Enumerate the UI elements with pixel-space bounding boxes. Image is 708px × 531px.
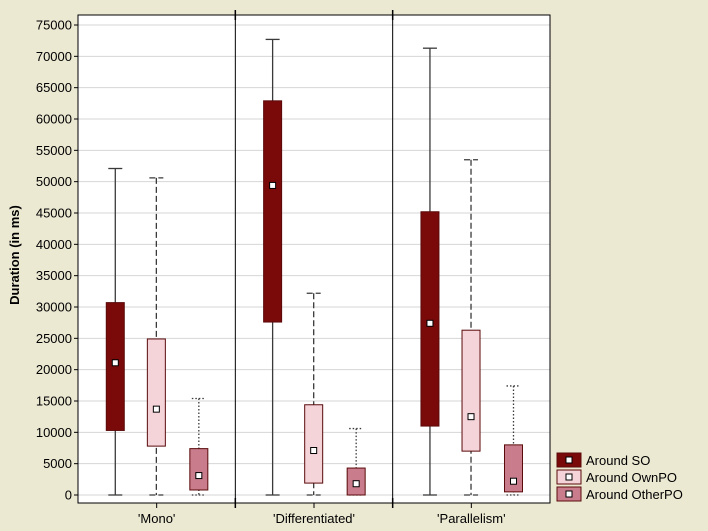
- box-body: [105, 302, 125, 431]
- y-axis-title: Duration (in ms): [7, 205, 22, 305]
- y-tick-label: 65000: [36, 80, 72, 95]
- box-body: [263, 100, 283, 323]
- box-body: [146, 338, 166, 447]
- median-marker: [269, 181, 277, 189]
- box-around-so: [420, 47, 440, 496]
- median-marker: [111, 359, 119, 367]
- median-marker: [509, 477, 517, 485]
- y-tick-label: 50000: [36, 174, 72, 189]
- y-tick-label: 30000: [36, 300, 72, 315]
- legend-label: Around OwnPO: [586, 470, 677, 485]
- box-body: [304, 404, 324, 484]
- y-tick-label: 25000: [36, 331, 72, 346]
- legend-swatch-marker: [565, 490, 573, 498]
- y-tick-label: 70000: [36, 49, 72, 64]
- y-tick-label: 60000: [36, 112, 72, 127]
- median-marker: [426, 319, 434, 327]
- box-around-otherpo: [346, 427, 366, 496]
- y-tick-label: 35000: [36, 268, 72, 283]
- x-tick-label: 'Differentiated': [273, 511, 355, 526]
- legend-swatch-marker: [565, 473, 573, 481]
- y-tick-label: 55000: [36, 143, 72, 158]
- box-body: [503, 444, 523, 493]
- y-tick-label: 40000: [36, 237, 72, 252]
- median-marker: [352, 480, 360, 488]
- median-marker: [152, 405, 160, 413]
- box-body: [420, 211, 440, 427]
- y-tick-label: 0: [65, 488, 72, 503]
- legend-label: Around SO: [586, 453, 650, 468]
- box-around-so: [105, 167, 125, 496]
- box-body: [461, 329, 481, 452]
- box-around-so: [263, 38, 283, 496]
- y-tick-label: 10000: [36, 425, 72, 440]
- legend: Around SO Around OwnPO Around OtherPO: [556, 452, 683, 502]
- box-around-otherpo: [503, 385, 523, 496]
- box-around-ownpo: [461, 159, 481, 496]
- x-tick-label: 'Parallelism': [437, 511, 506, 526]
- median-marker: [467, 413, 475, 421]
- median-marker: [310, 447, 318, 455]
- box-around-ownpo: [304, 292, 324, 496]
- x-axis: 'Mono' 'Differentiated' 'Parallelism': [138, 503, 506, 526]
- y-tick-label: 15000: [36, 394, 72, 409]
- y-tick-label: 5000: [43, 456, 72, 471]
- x-tick-label: 'Mono': [138, 511, 175, 526]
- median-marker: [195, 472, 203, 480]
- legend-label: Around OtherPO: [586, 487, 683, 502]
- box-around-ownpo: [146, 177, 166, 496]
- y-axis: 0 5000 10000 15000 20000 25000 30000 35000 40000…: [36, 18, 78, 503]
- y-tick-label: 75000: [36, 18, 72, 33]
- box-body: [189, 448, 209, 491]
- legend-swatch-marker: [565, 456, 573, 464]
- y-tick-label: 45000: [36, 206, 72, 221]
- box-plot-marks: [105, 38, 523, 496]
- box-around-otherpo: [189, 397, 209, 496]
- y-tick-label: 20000: [36, 362, 72, 377]
